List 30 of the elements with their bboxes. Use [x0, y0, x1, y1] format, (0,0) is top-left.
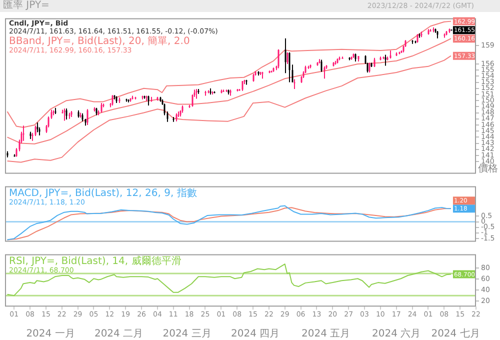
- candlestick: [148, 95, 150, 106]
- candlestick: [368, 62, 370, 74]
- annotation: RSI, JPY=, Bid(Last), 14, 威爾德平滑: [9, 254, 182, 267]
- candlestick: [86, 108, 88, 126]
- x2-tick-label: 2024 二月: [94, 328, 144, 340]
- candlestick: [294, 78, 296, 90]
- x2-tick-label: 2024 七月: [431, 328, 480, 340]
- candlestick: [284, 38, 286, 74]
- annotation: MACD, JPY=, Bid(Last), 12, 26, 9, 指數: [9, 186, 197, 199]
- candlestick: [36, 122, 38, 133]
- x2-tick-label: 2024 一月: [26, 328, 75, 340]
- candlestick: [192, 94, 194, 108]
- candlestick: [278, 48, 280, 69]
- candlestick: [242, 80, 244, 92]
- candlestick: [66, 108, 68, 120]
- y-axis-title: 價格: [478, 162, 498, 174]
- candlestick: [286, 52, 288, 64]
- candlestick: [22, 125, 24, 142]
- x2-tick-label: 2024 六月: [372, 328, 421, 340]
- candlestick: [320, 59, 322, 72]
- x2-tick-label: 2024 三月: [162, 328, 212, 340]
- x2-tick-label: 2024 四月: [230, 328, 280, 340]
- x2-tick-label: 2024 五月: [302, 328, 350, 340]
- candlestick: [374, 57, 376, 68]
- annotation: BBand, JPY=, Bid(Last), 20, 簡單, 2.0: [9, 34, 190, 47]
- candlestick: [100, 102, 102, 114]
- candlestick: [324, 66, 326, 80]
- candlestick: [288, 52, 290, 83]
- candlestick: [34, 125, 36, 136]
- candlestick: [112, 94, 114, 106]
